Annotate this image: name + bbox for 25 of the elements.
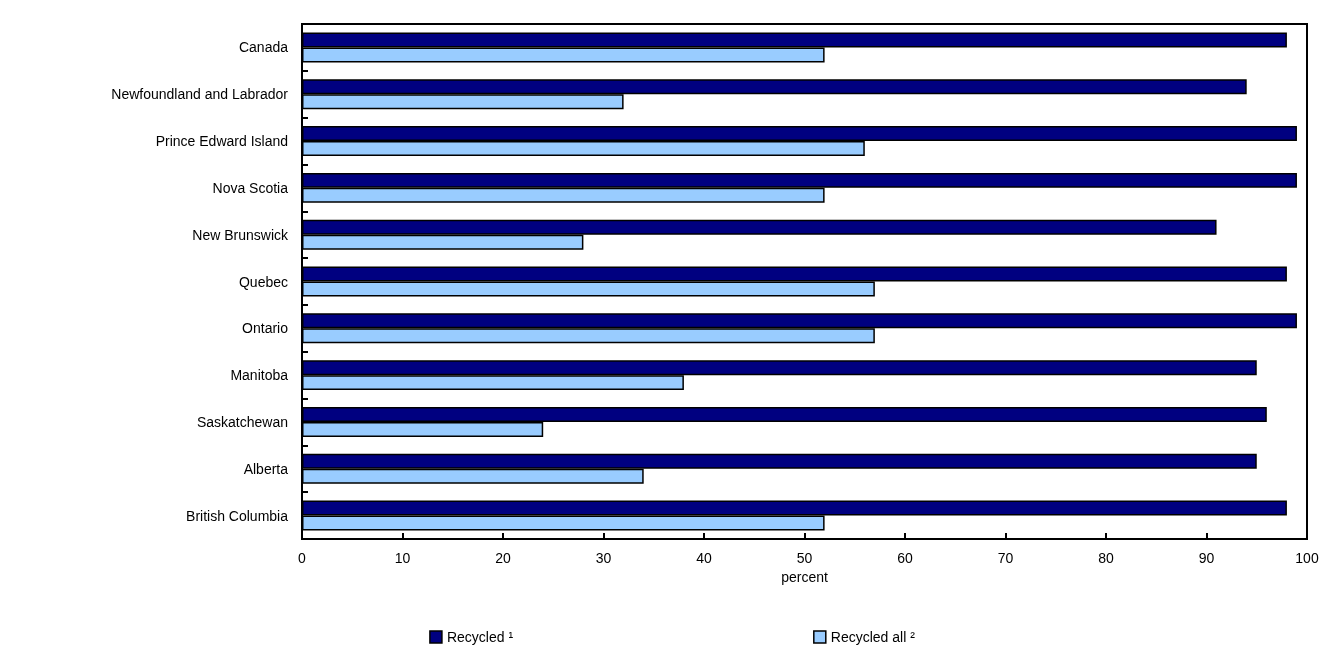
x-tick-label: 100 <box>1295 550 1319 566</box>
y-tick-label: Quebec <box>238 273 288 290</box>
x-tick-label: 10 <box>394 550 411 566</box>
y-tick-label: Alberta <box>243 460 289 477</box>
y-tick-label: British Columbia <box>186 507 289 524</box>
x-tick-label: 40 <box>696 550 712 566</box>
y-tick-label: Manitoba <box>230 367 289 384</box>
legend-label: Recycled all ² <box>830 629 916 645</box>
legend-label: Recycled ¹ <box>446 629 514 645</box>
x-tick-label: 60 <box>897 550 913 566</box>
x-tick-label: 50 <box>796 550 813 566</box>
x-tick-label: 80 <box>1098 550 1114 566</box>
x-tick-label: 30 <box>595 550 612 566</box>
x-tick-label: 90 <box>1198 550 1215 566</box>
x-axis-title: percent <box>781 568 828 585</box>
y-tick-label: Canada <box>238 39 289 56</box>
x-tick-label: 0 <box>298 550 307 566</box>
y-tick-label: Saskatchewan <box>196 413 288 430</box>
x-tick-label: 70 <box>997 550 1014 566</box>
x-tick-label: 20 <box>495 550 511 566</box>
y-tick-label: Newfoundland and Labrador <box>111 86 289 103</box>
y-tick-label: Nova Scotia <box>212 179 289 196</box>
y-tick-label: New Brunswick <box>192 226 289 243</box>
y-tick-label: Ontario <box>242 320 289 337</box>
y-tick-label: Prince Edward Island <box>155 133 288 150</box>
